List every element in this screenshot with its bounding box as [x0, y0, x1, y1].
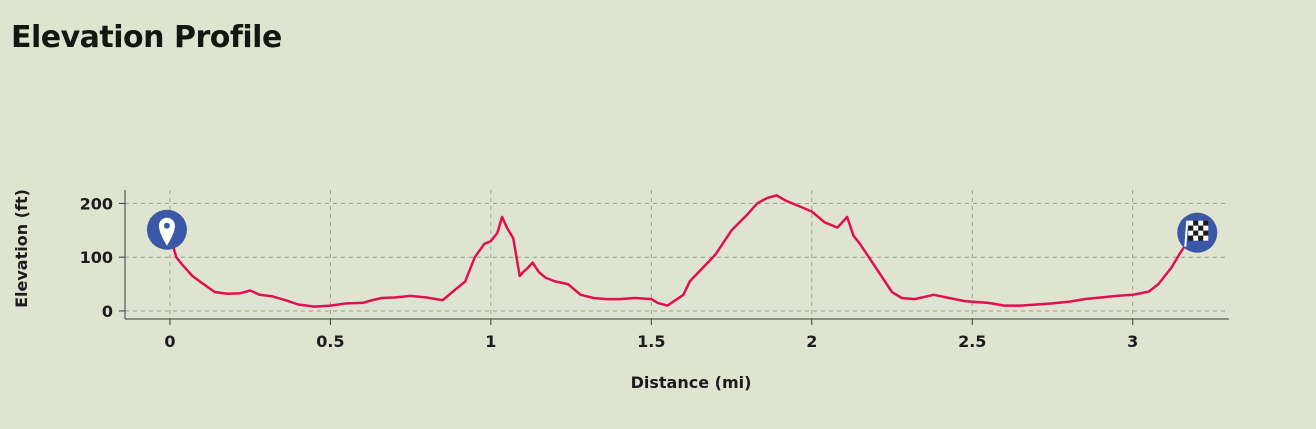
flag-square [1198, 235, 1204, 241]
axes [124, 190, 1229, 320]
y-tick-label: 0 [102, 302, 113, 321]
flag-pole [1184, 220, 1189, 247]
flag-square [1193, 225, 1199, 231]
checkered-flag-icon [1177, 212, 1218, 253]
x-axis-title: Distance (mi) [631, 373, 752, 392]
flag-square [1198, 230, 1204, 236]
x-tick-label: 3 [1127, 332, 1138, 351]
x-tick-label: 0 [164, 332, 175, 351]
page-title: Elevation Profile [11, 20, 282, 55]
flag-square [1188, 235, 1194, 241]
ticks: 0 0.5 1 1.5 2 2.5 3 0 100 200 [80, 194, 1139, 351]
map-pin-icon [146, 209, 187, 250]
x-tick-label: 0.5 [316, 332, 344, 351]
x-tick-label: 1 [485, 332, 496, 351]
flag-square [1203, 235, 1209, 241]
flag-square [1188, 225, 1194, 231]
y-tick-label: 200 [80, 194, 113, 213]
pin-shape [158, 217, 175, 246]
flag-square [1203, 220, 1209, 226]
series-layer [168, 194, 1189, 308]
grid [125, 190, 1229, 319]
elevation-line [168, 194, 1189, 308]
flag-square [1203, 230, 1209, 236]
flag-square [1193, 235, 1199, 241]
y-tick-label: 100 [80, 248, 113, 267]
y-axis-title: Elevation (ft) [12, 189, 31, 308]
flag-square [1198, 225, 1204, 231]
pin-hole [163, 222, 170, 229]
flag-square [1198, 220, 1204, 226]
x-tick-label: 2.5 [958, 332, 986, 351]
flag-square [1193, 230, 1199, 236]
flag-square [1193, 220, 1199, 226]
flag-square [1203, 225, 1209, 231]
markers-layer [146, 209, 1218, 253]
x-tick-label: 1.5 [637, 332, 665, 351]
flag-square [1188, 230, 1194, 236]
flag-square [1188, 220, 1194, 226]
x-tick-label: 2 [806, 332, 817, 351]
